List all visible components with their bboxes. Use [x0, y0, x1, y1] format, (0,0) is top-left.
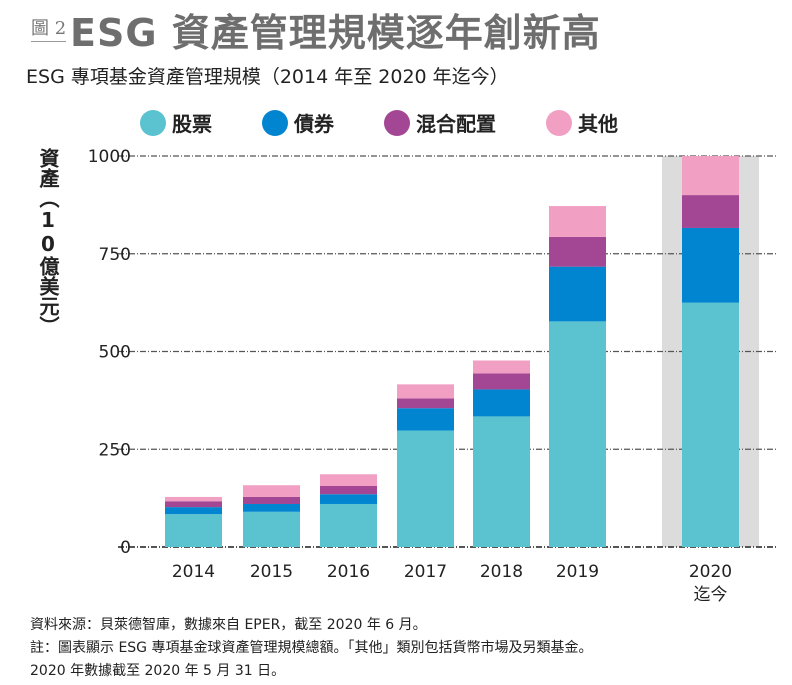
y-tick-label: 0: [120, 538, 131, 558]
bar-segment-other-2015: [243, 485, 300, 497]
bar-segment-other-2020: [682, 156, 739, 196]
bar-segment-mixed-2018: [473, 373, 530, 390]
bar-segment-bonds-2020: [682, 227, 739, 303]
x-tick-label: 2017: [404, 562, 447, 582]
x-tick-label: 2020: [689, 562, 732, 582]
bar-segment-bonds-2019: [549, 266, 606, 322]
legend-swatch-other: [546, 109, 572, 136]
x-tick-label: 2014: [172, 562, 215, 582]
x-tick-sublabel: 迄今: [694, 585, 728, 605]
bar-segment-stocks-2016: [320, 503, 377, 547]
legend-label: 混合配置: [416, 112, 496, 136]
y-axis-label: 資產（10億美元）: [36, 148, 60, 336]
legend-item-stocks: 股票: [140, 108, 212, 137]
legend-label: 股票: [172, 112, 212, 136]
legend-swatch-mixed: [384, 109, 410, 136]
x-tick-label: 2018: [480, 562, 523, 582]
bar-segment-other-2019: [549, 206, 606, 237]
figure-label: 圖 2: [31, 14, 67, 42]
bar-segment-other-2014: [165, 496, 222, 502]
legend-label: 債券: [294, 112, 334, 136]
bar-segment-other-2016: [320, 474, 377, 487]
bar-segment-stocks-2018: [473, 416, 530, 547]
notes: 資料來源：貝萊德智庫，數據來自 EPER，截至 2020 年 6 月。 註：圖表…: [30, 614, 592, 683]
bar-segment-mixed-2015: [243, 496, 300, 504]
y-tick-label: 250: [99, 440, 131, 460]
legend-item-mixed: 混合配置: [384, 108, 496, 137]
y-tick-label: 500: [99, 343, 131, 363]
source-note: 資料來源：貝萊德智庫，數據來自 EPER，截至 2020 年 6 月。: [30, 617, 427, 633]
chart-title: ESG 資產管理規模逐年創新高: [70, 11, 601, 55]
bar-segment-mixed-2017: [397, 398, 454, 409]
chart-subtitle: ESG 專項基金資產管理規模（2014 年至 2020 年迄今）: [26, 66, 509, 88]
bar-segment-stocks-2017: [397, 430, 454, 547]
legend-swatch-bonds: [262, 109, 288, 136]
bar-segment-mixed-2014: [165, 501, 222, 508]
legend-item-other: 其他: [546, 108, 618, 137]
legend-swatch-stocks: [140, 109, 166, 136]
bar-segment-bonds-2016: [320, 494, 377, 504]
x-tick-label: 2016: [327, 562, 370, 582]
date-note: 2020 年數據截至 2020 年 5 月 31 日。: [30, 663, 286, 679]
footnote: 註：圖表顯示 ESG 專項基金球資產管理規模總額。「其他」類別包括貨幣市場及另類…: [30, 640, 593, 656]
bar-segment-bonds-2014: [165, 507, 222, 515]
x-tick-label: 2015: [250, 562, 293, 582]
bar-segment-mixed-2019: [549, 236, 606, 267]
bar-segment-stocks-2020: [682, 302, 739, 547]
bar-segment-bonds-2018: [473, 389, 530, 417]
bar-segment-stocks-2015: [243, 511, 300, 547]
y-tick-label: 1000: [88, 147, 131, 167]
legend-item-bonds: 債券: [262, 108, 334, 137]
legend: 股票 債券 混合配置 其他: [140, 108, 668, 137]
bar-segment-other-2017: [397, 384, 454, 399]
legend-label: 其他: [578, 112, 618, 136]
bar-segment-stocks-2014: [165, 514, 222, 547]
bar-segment-mixed-2016: [320, 486, 377, 495]
bar-segment-bonds-2017: [397, 408, 454, 431]
bar-segment-other-2018: [473, 360, 530, 374]
bar-segment-mixed-2020: [682, 195, 739, 228]
x-tick-label: 2019: [556, 562, 599, 582]
bar-segment-bonds-2015: [243, 503, 300, 512]
bar-segment-stocks-2019: [549, 321, 606, 547]
y-tick-label: 750: [99, 245, 131, 265]
